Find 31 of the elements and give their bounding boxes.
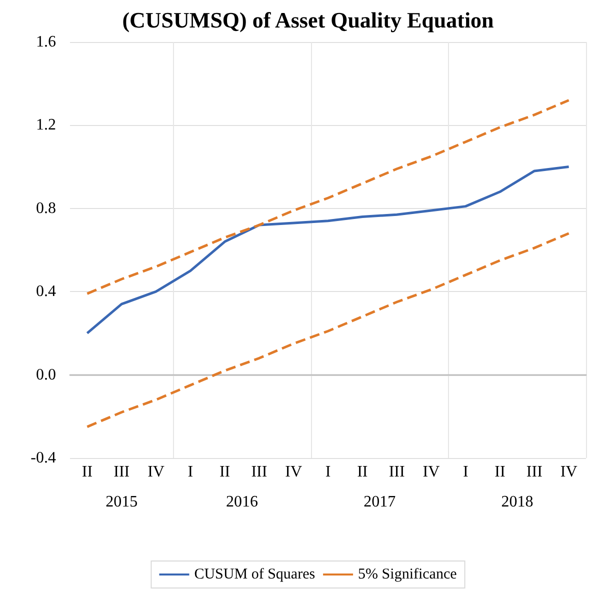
text: 2015 [106,494,138,510]
x-tick-label: I [462,464,468,480]
y-tick-label: 0.4 [36,283,56,300]
x-tick-label: IV [560,464,578,480]
x-tick-label: III [526,464,542,480]
x-tick-label: II [219,464,230,480]
x-tick-label: III [114,464,130,480]
x-tick-label: II [82,464,93,480]
x-tick-label: I [325,464,331,480]
y-tick-label: 0.8 [36,200,56,217]
x-tick-label: III [388,464,405,480]
x-tick-label: IV [422,464,440,480]
y-tick-label: 1.6 [36,34,56,50]
line-series [86,98,570,295]
line-series [86,232,570,428]
x-tick-label: II [357,464,368,480]
text: 2018 [501,494,534,510]
text: 2016 [226,494,258,510]
x-tick-label: IV [148,464,165,480]
line-series [86,166,570,334]
legend-label: CUSUM of Squares [194,566,316,582]
text: 2017 [364,494,396,510]
y-tick-label: 0.0 [36,366,56,384]
y-tick-label: 1.2 [36,116,56,134]
chart-title: (CUSUMSQ) of Asset Quality Equation [122,8,494,32]
x-tick-label: II [494,464,506,480]
legend-label: 5% Significance [358,566,458,582]
y-tick-label: -0.4 [30,450,56,466]
x-tick-label: I [188,464,194,480]
x-tick-label: III [251,464,268,480]
x-tick-label: IV [285,464,302,480]
